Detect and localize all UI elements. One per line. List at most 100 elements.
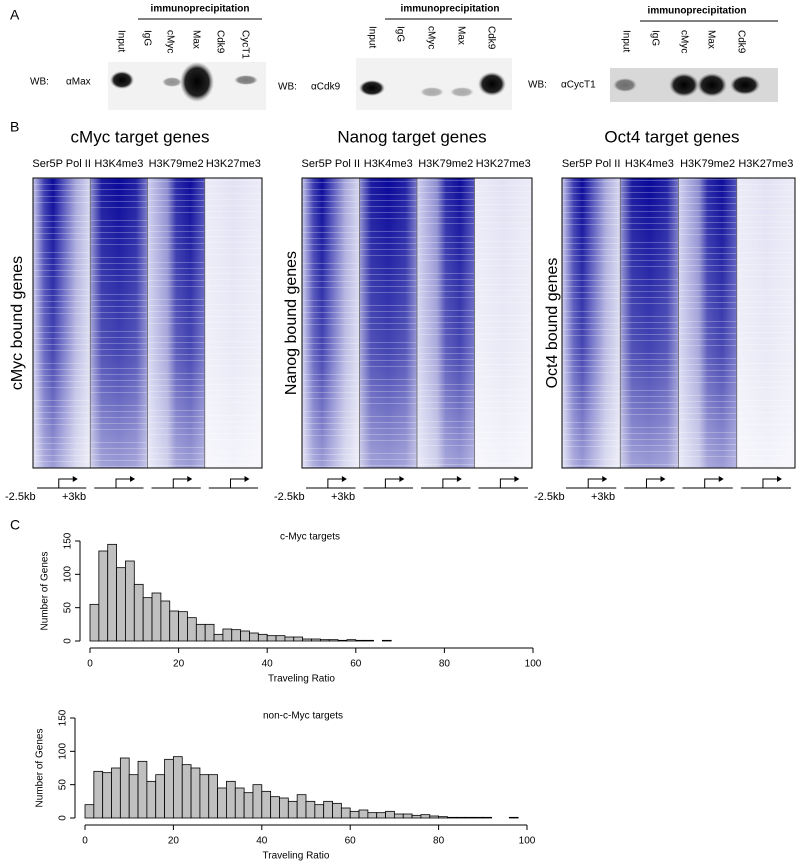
lane-label: Max — [455, 26, 466, 45]
y-tick-label: 100 — [63, 566, 74, 583]
bar — [199, 774, 210, 819]
x-tick-label: 40 — [256, 836, 268, 847]
tss-arrow — [94, 478, 144, 489]
bar — [364, 639, 374, 642]
tss-arrow-head — [456, 476, 462, 482]
blot-image — [610, 68, 778, 102]
bar — [172, 756, 183, 819]
column-label: Ser5P Pol II — [302, 158, 361, 170]
tss-arrow-head — [776, 476, 782, 482]
lane-label: cMyc — [164, 30, 175, 53]
heatmap-fade — [90, 178, 148, 468]
bar — [89, 603, 100, 642]
bar — [125, 560, 135, 642]
lane-label: Input — [115, 30, 126, 52]
heatmap-title: Nanog target genes — [337, 127, 486, 146]
column-label: Ser5P Pol II — [32, 158, 91, 170]
column-label: H3K79me2 — [680, 158, 735, 170]
bar — [231, 629, 242, 642]
bar — [151, 592, 162, 642]
heatmap-fade — [147, 178, 205, 468]
ip-header: immunoprecipitation — [648, 6, 747, 17]
lane-label: IgG — [649, 30, 660, 46]
wb-label: WB: — [30, 77, 49, 88]
x-tick-label: 20 — [173, 659, 185, 670]
lane-label: Cdk9 — [485, 26, 496, 50]
ip-header: immunoprecipitation — [401, 4, 500, 15]
ip-header: immunoprecipitation — [151, 4, 250, 15]
tss-arrow — [37, 478, 87, 489]
y-tick-label: 150 — [58, 709, 69, 726]
bar — [284, 636, 295, 642]
y-tick-label: 50 — [63, 602, 74, 614]
bar — [464, 816, 475, 819]
panel-label: B — [10, 119, 19, 135]
bar — [146, 780, 157, 819]
y-tick-label: 100 — [58, 743, 69, 760]
column-label: H3K79me2 — [149, 158, 204, 170]
bar — [349, 810, 360, 819]
row-label: cMyc bound genes — [9, 256, 26, 390]
tss-arrow-head — [399, 476, 405, 482]
bar — [226, 780, 236, 819]
lane-label: Input — [366, 26, 377, 48]
bar — [275, 635, 286, 642]
bar — [116, 567, 126, 642]
bar — [355, 639, 366, 642]
lane-label: cMyc — [678, 30, 689, 53]
x-tick-label: 60 — [345, 836, 357, 847]
bar — [429, 815, 440, 819]
y-tick-label: 50 — [58, 779, 69, 791]
bar — [287, 800, 298, 819]
bar — [222, 628, 233, 642]
lane-label: Cdk9 — [214, 30, 225, 54]
bar — [279, 797, 289, 819]
bar — [381, 639, 392, 642]
bar — [376, 812, 386, 819]
heatmap-fade — [302, 178, 360, 468]
extent-right: +3kb — [62, 491, 86, 503]
bar — [257, 633, 268, 642]
bar — [340, 807, 351, 819]
lane-label: Max — [705, 30, 716, 49]
bar — [84, 804, 95, 819]
lane-label: cMyc — [425, 26, 436, 49]
bar — [164, 758, 174, 819]
bar — [187, 617, 197, 642]
bar — [111, 767, 121, 819]
extent-right: +3kb — [591, 491, 615, 503]
bar — [119, 757, 130, 819]
bar — [213, 633, 224, 642]
column-label: Ser5P Pol II — [562, 158, 621, 170]
tss-arrow — [306, 478, 356, 489]
blot-image — [356, 58, 512, 110]
y-tick-label: 0 — [58, 815, 69, 821]
panel-label: C — [10, 517, 20, 533]
bar — [508, 816, 519, 819]
bar — [367, 812, 378, 819]
column-label: H3K4me3 — [625, 158, 674, 170]
y-tick-label: 0 — [63, 638, 74, 644]
antibody-label: αCycT1 — [561, 80, 596, 91]
column-label: H3K27me3 — [738, 158, 793, 170]
bar — [93, 770, 104, 819]
tss-arrow-head — [660, 476, 666, 482]
bar — [305, 800, 316, 819]
bar — [402, 813, 413, 819]
x-axis-label: Traveling Ratio — [268, 674, 335, 685]
bar — [240, 630, 250, 642]
column-label: H3K27me3 — [206, 158, 261, 170]
bar — [107, 543, 117, 642]
bar — [98, 550, 109, 642]
heatmap-fade — [359, 178, 417, 468]
bar — [311, 638, 321, 642]
heatmap-fade — [417, 178, 475, 468]
chart-title: c-Myc targets — [280, 532, 340, 543]
bar — [234, 787, 245, 819]
bar — [169, 610, 180, 642]
y-axis-label: Number of Genes — [40, 552, 51, 631]
bar — [128, 774, 139, 819]
heatmap-fade — [736, 178, 795, 468]
x-tick-label: 0 — [82, 836, 88, 847]
heatmap-frame — [561, 177, 796, 469]
